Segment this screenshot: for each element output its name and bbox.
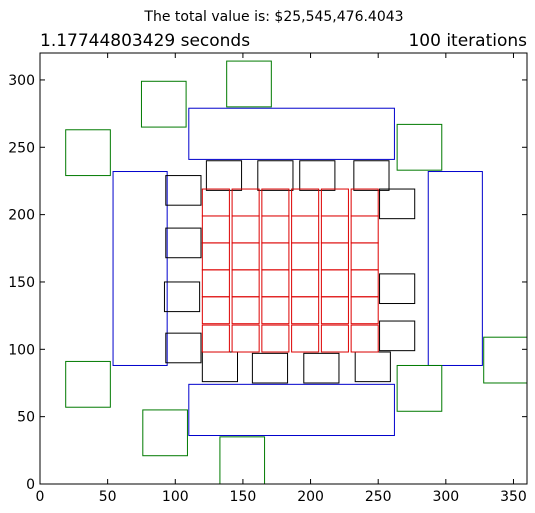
y-tick-label: 200 <box>8 208 35 224</box>
red-rect-22 <box>291 269 320 298</box>
green-rect-6 <box>65 360 111 408</box>
red-rect-32 <box>231 324 260 353</box>
black-rect-11 <box>379 320 416 352</box>
red-rect-10 <box>291 215 320 244</box>
red-rect-14 <box>231 242 260 271</box>
red-rect-8 <box>231 215 260 244</box>
red-rect-20 <box>231 269 260 298</box>
x-tick-label: 250 <box>365 489 392 505</box>
x-tick-label: 150 <box>230 489 257 505</box>
green-rect-9 <box>219 436 266 485</box>
red-rect-27 <box>261 296 290 325</box>
green-rect-3 <box>65 129 111 177</box>
y-tick-label: 150 <box>8 275 35 291</box>
x-tick-label: 200 <box>297 489 324 505</box>
red-rect-3 <box>261 188 290 217</box>
red-rect-30 <box>350 296 379 325</box>
red-rect-2 <box>231 188 260 217</box>
red-rect-11 <box>320 215 349 244</box>
x-tick-label: 0 <box>36 489 45 505</box>
black-rect-5 <box>165 175 202 206</box>
black-rect-2 <box>257 160 294 191</box>
red-rect-21 <box>261 269 290 298</box>
black-rect-7 <box>165 227 202 259</box>
x-tick-label: 300 <box>432 489 459 505</box>
black-rect-6 <box>379 188 416 220</box>
x-tick-label: 350 <box>500 489 527 505</box>
black-rect-4 <box>353 160 390 191</box>
green-rect-4 <box>396 123 443 171</box>
red-rect-18 <box>350 242 379 271</box>
plot-axes: 0 50 100 150 200 250 300 350 0 50 100 150 200 250 300 <box>8 52 528 505</box>
black-rect-15 <box>354 351 391 383</box>
green-series <box>65 60 528 485</box>
blue-rect-4 <box>427 171 483 366</box>
red-rect-16 <box>291 242 320 271</box>
red-rect-6 <box>350 188 379 217</box>
blue-series <box>112 107 483 437</box>
red-rect-4 <box>291 188 320 217</box>
red-rect-26 <box>231 296 260 325</box>
plot-frame <box>39 52 528 485</box>
red-rect-35 <box>320 324 349 353</box>
blue-rect-1 <box>188 107 395 160</box>
red-rect-36 <box>350 324 379 353</box>
iterations-label: 100 iterations <box>408 31 527 51</box>
y-tick-label: 50 <box>17 410 35 426</box>
y-tick-label: 100 <box>8 342 35 358</box>
elapsed-seconds-label: 1.17744803429 seconds <box>40 31 250 51</box>
red-rect-29 <box>320 296 349 325</box>
green-rect-2 <box>140 80 187 128</box>
x-tick-label: 100 <box>162 489 189 505</box>
chart-title: The total value is: $25,545,476.4043 <box>143 9 403 25</box>
black-rect-13 <box>251 352 289 384</box>
red-rect-17 <box>320 242 349 271</box>
black-rect-14 <box>303 352 340 384</box>
green-rect-5 <box>483 336 528 384</box>
black-rect-9 <box>379 273 416 305</box>
red-rect-31 <box>201 324 230 353</box>
y-tick-label: 0 <box>26 477 35 493</box>
red-rect-19 <box>201 269 230 298</box>
red-series <box>201 188 379 353</box>
black-series <box>163 160 416 384</box>
green-rect-7 <box>396 364 443 412</box>
y-tick-label: 300 <box>8 73 35 89</box>
blue-rect-3 <box>112 171 168 366</box>
green-rect-1 <box>226 60 272 108</box>
red-rect-15 <box>261 242 290 271</box>
red-rect-5 <box>320 188 349 217</box>
black-rect-3 <box>299 160 336 191</box>
black-rect-10 <box>165 332 202 364</box>
green-rect-8 <box>142 409 188 457</box>
black-rect-12 <box>201 351 239 383</box>
plot-marks <box>65 60 528 485</box>
black-rect-8 <box>163 281 201 313</box>
red-rect-25 <box>201 296 230 325</box>
x-tick-label: 50 <box>99 489 117 505</box>
y-tick-label: 250 <box>8 140 35 156</box>
black-rect-1 <box>205 160 243 191</box>
red-rect-34 <box>291 324 320 353</box>
red-rect-7 <box>201 215 230 244</box>
red-rect-28 <box>291 296 320 325</box>
red-rect-12 <box>350 215 379 244</box>
red-rect-1 <box>201 188 230 217</box>
red-rect-23 <box>320 269 349 298</box>
red-rect-9 <box>261 215 290 244</box>
red-rect-13 <box>201 242 230 271</box>
red-rect-33 <box>261 324 290 353</box>
red-rect-24 <box>350 269 379 298</box>
blue-rect-2 <box>188 383 395 437</box>
